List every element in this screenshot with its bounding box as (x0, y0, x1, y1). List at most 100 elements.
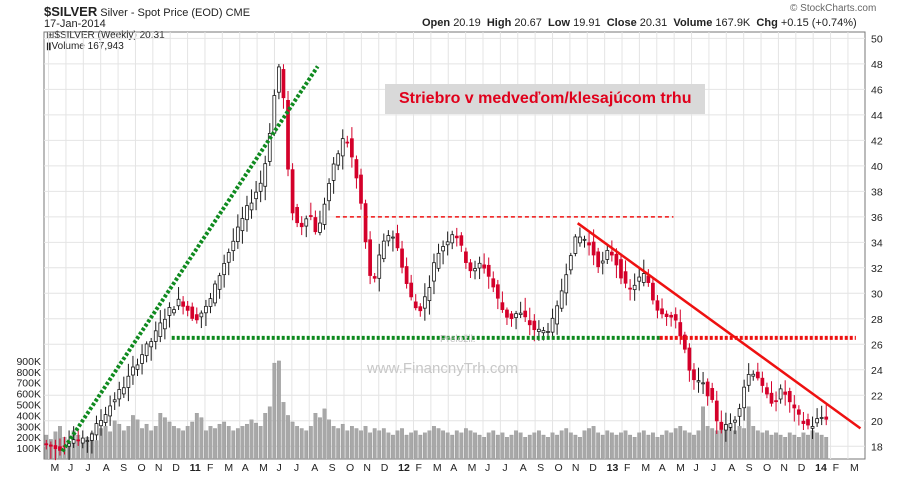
volume-bar (117, 423, 122, 460)
volume-bar (400, 428, 404, 460)
candle-body (194, 314, 199, 321)
time-tick-label: M (468, 462, 477, 474)
volume-bar (796, 437, 801, 460)
volume-bar (290, 421, 295, 460)
time-axis: M J J A S O N D 11 F M A M J J A S O N D 12 F M A M J J A S O N D 13 F M A M… (51, 462, 859, 474)
candle-body (181, 301, 185, 307)
volume-bar (162, 417, 167, 460)
volume-label: Volume (673, 17, 713, 29)
volume-bar (819, 434, 824, 460)
downtrend-line (576, 222, 862, 430)
volume-bar (514, 430, 518, 460)
time-tick-label: J (68, 462, 73, 474)
volume-bar (204, 430, 208, 460)
volume-bar (527, 434, 532, 460)
open-value: 20.19 (453, 17, 481, 29)
candle-body (568, 255, 573, 271)
volume-bar (774, 432, 778, 460)
candle-body (404, 266, 409, 284)
volume-bar (582, 430, 587, 460)
time-tick-label: 12 (398, 462, 410, 474)
time-tick-label: M (259, 462, 268, 474)
volume-tick-label: 800K (16, 367, 41, 379)
time-tick-label: A (659, 462, 666, 474)
price-tick-label: 44 (871, 110, 883, 122)
volume-bar (331, 426, 336, 460)
volume-bar (682, 430, 687, 460)
candle-body (108, 405, 112, 417)
candle-body (158, 322, 163, 337)
candle-body (213, 283, 217, 304)
candle-body (532, 320, 537, 331)
volume-tick-label: 700K (16, 378, 41, 390)
volume-bar (340, 423, 345, 460)
candle-body (491, 278, 496, 288)
exchange: CME (225, 7, 251, 19)
candle-body (537, 328, 541, 332)
candle-body (153, 330, 158, 342)
candle-body (432, 262, 436, 282)
candle-body (673, 314, 678, 321)
candle-body (400, 248, 404, 268)
volume-bar (678, 426, 683, 460)
candle-body (719, 421, 724, 430)
candle-body (815, 418, 819, 424)
price-tick-label: 28 (871, 314, 883, 326)
time-tick-label: F (415, 462, 421, 474)
candle-body (295, 207, 300, 224)
candle-body (787, 391, 792, 403)
chart-date: 17-Jan-2014 (44, 18, 106, 30)
volume-bar (591, 426, 596, 460)
candle-body (350, 138, 354, 158)
volume-bar (308, 426, 313, 460)
volume-bar (546, 437, 550, 460)
volume-bar (409, 432, 414, 460)
volume-bar (313, 413, 318, 460)
volume-bar (692, 434, 696, 460)
volume-bar (733, 430, 737, 460)
volume-bar (737, 426, 742, 460)
price-axis: 18 20 22 24 26 28 30 32 34 36 38 40 42 44 46 48 50 (871, 33, 883, 453)
candle-body (701, 382, 705, 385)
time-tick-label: A (311, 462, 318, 474)
candle-body (135, 364, 140, 370)
volume-bar (377, 430, 382, 460)
volume-bar (295, 426, 300, 460)
candle-body (304, 218, 309, 227)
candle-body (372, 276, 377, 279)
candle-body (678, 322, 683, 337)
candle-body (555, 305, 559, 325)
candle-body (495, 284, 500, 299)
time-tick-label: J (485, 462, 490, 474)
candle-body (632, 284, 637, 291)
candle-body (760, 377, 765, 386)
candle-body (48, 444, 53, 447)
time-tick-label: N (572, 462, 580, 474)
time-tick-label: D (798, 462, 806, 474)
volume-bar (541, 434, 546, 460)
candle-body (664, 313, 669, 318)
candle-body (131, 366, 135, 376)
symbol-description: Silver - Spot Price (EOD) (100, 7, 223, 19)
volume-bar (536, 430, 541, 460)
candle-body (559, 290, 564, 309)
volume-bar (208, 426, 213, 460)
time-tick-label: A (242, 462, 249, 474)
candle-body (267, 133, 272, 162)
candle-body (769, 392, 774, 404)
candle-body (336, 153, 341, 166)
legend-price-icon: ⊞ (46, 30, 55, 41)
candle-body (710, 388, 715, 400)
volume-bar (267, 406, 272, 460)
volume-bar (263, 413, 268, 460)
candle-body (737, 408, 742, 417)
volume-bar (559, 430, 564, 460)
candle-body (368, 239, 372, 276)
candle-body (176, 298, 181, 307)
candle-body (523, 310, 528, 318)
candle-body (418, 306, 423, 312)
candle-body (454, 235, 459, 239)
volume-bar (235, 428, 240, 460)
candle-body (245, 205, 249, 221)
